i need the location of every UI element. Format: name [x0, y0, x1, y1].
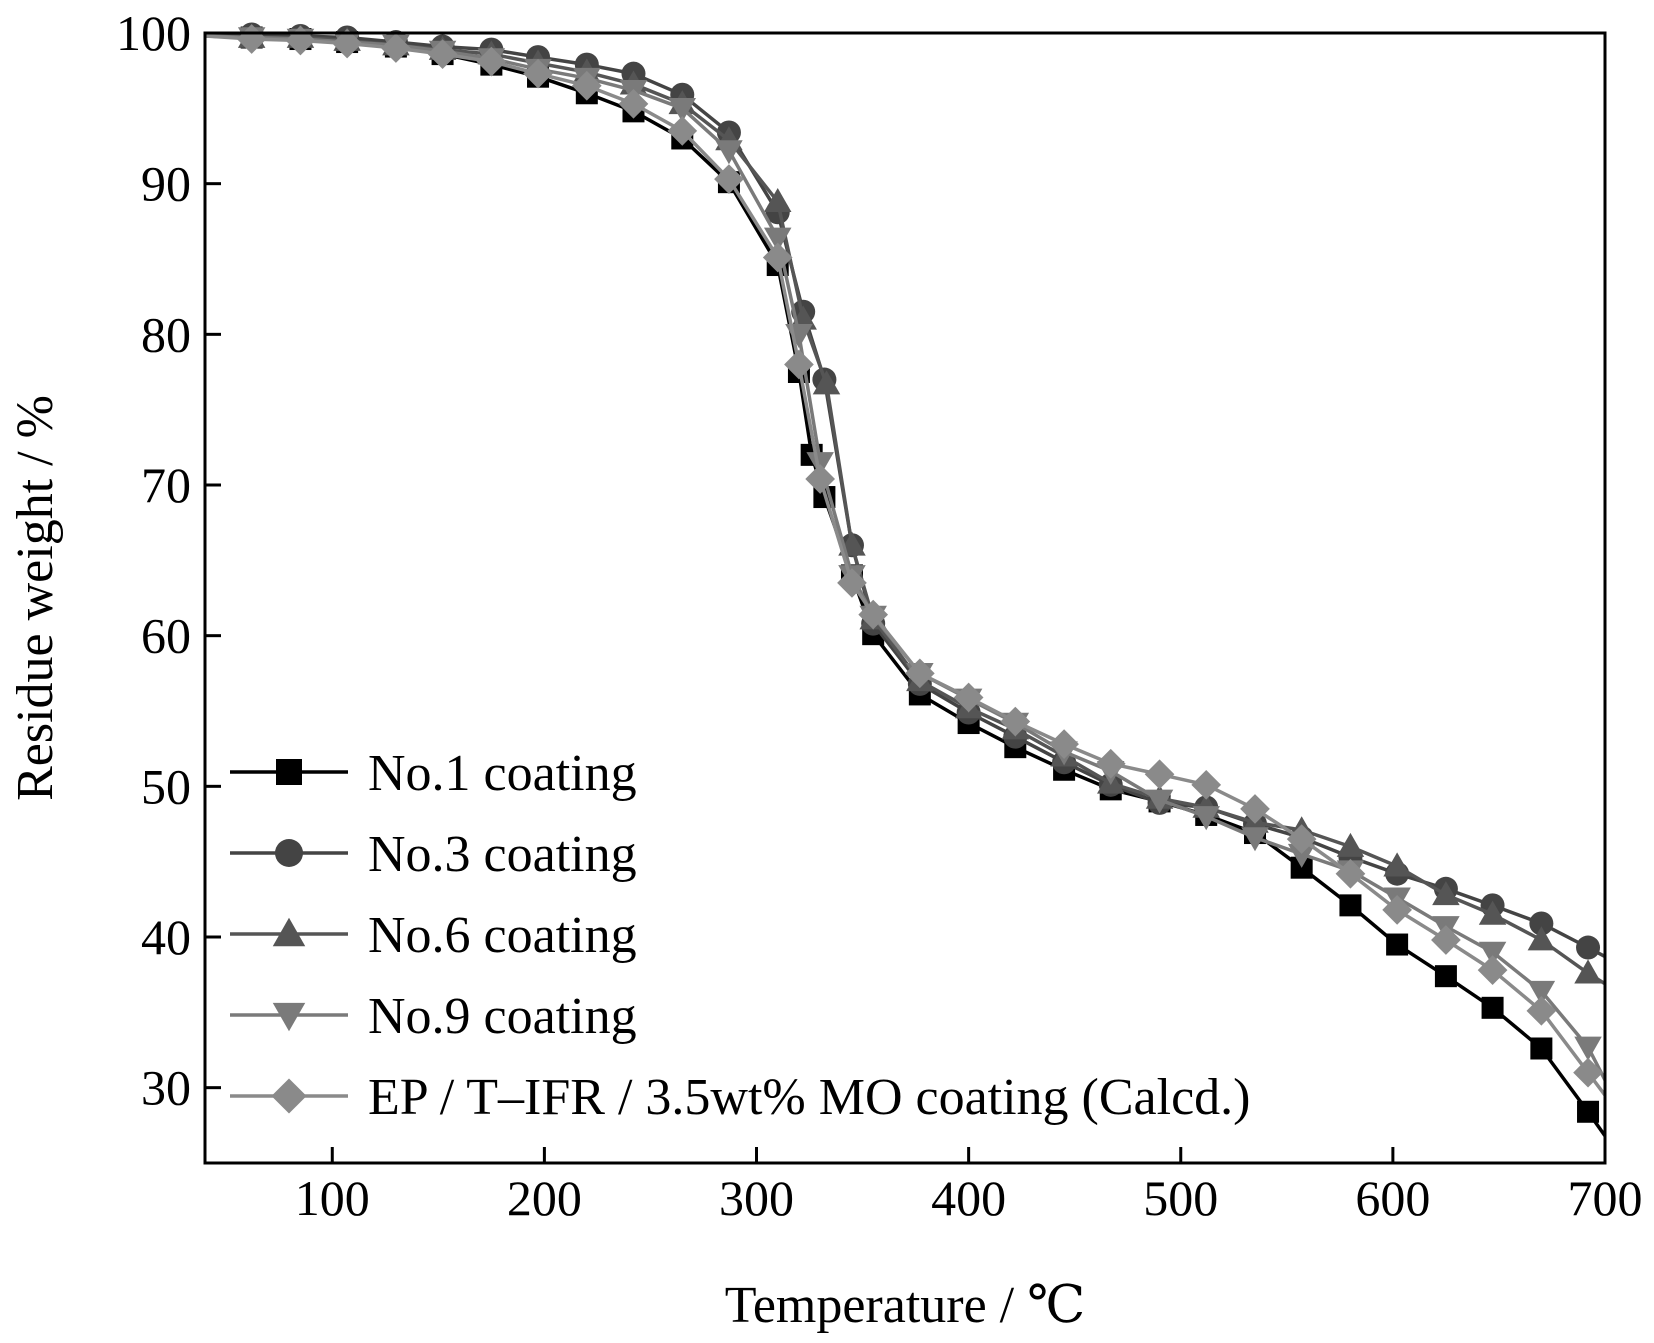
data-point — [1573, 1057, 1603, 1088]
y-tick-label: 30 — [141, 1060, 191, 1116]
data-point — [1478, 900, 1507, 925]
legend-marker — [271, 1078, 307, 1114]
data-point — [1529, 911, 1554, 936]
legend-marker — [275, 839, 303, 867]
x-tick-label: 200 — [507, 1170, 582, 1226]
x-tick-label: 300 — [719, 1170, 794, 1226]
data-point — [1574, 1036, 1602, 1061]
data-point — [1000, 706, 1031, 737]
data-point — [1434, 965, 1457, 988]
data-point — [523, 58, 553, 89]
data-point — [1527, 980, 1556, 1005]
data-point — [1530, 1037, 1553, 1060]
data-point — [1240, 794, 1270, 824]
axis-layer: 100 200 300 400 500 600 700 30 40 50 60 70 80 90 100 — [116, 5, 1643, 1226]
data-point — [1432, 881, 1460, 906]
data-point — [1192, 806, 1220, 831]
data-point — [837, 568, 867, 598]
y-tick-label: 100 — [116, 5, 191, 61]
x-tick-label: 600 — [1355, 1170, 1430, 1226]
data-point — [953, 682, 984, 713]
data-point — [763, 227, 792, 252]
data-point — [618, 88, 649, 119]
data-point — [1577, 1100, 1600, 1123]
data-point — [1526, 995, 1557, 1026]
legend-label: No.3 coating — [368, 826, 637, 883]
data-point — [1576, 935, 1601, 960]
data-point — [1574, 959, 1602, 984]
legend-item: No.1 coating — [230, 745, 637, 802]
series-2 — [205, 22, 1606, 960]
data-point — [715, 140, 743, 165]
data-point — [1478, 941, 1507, 966]
series-line — [204, 34, 1607, 1137]
legend-item: No.6 coating — [230, 907, 637, 964]
x-tick-label: 100 — [295, 1170, 370, 1226]
legend-marker — [272, 917, 306, 947]
data-point — [1431, 925, 1461, 955]
data-point — [667, 116, 698, 146]
legend-label: No.6 coating — [368, 907, 637, 964]
data-point — [1287, 843, 1316, 868]
data-point — [668, 98, 697, 123]
data-point — [1382, 895, 1412, 925]
data-point — [1241, 827, 1269, 852]
data-point — [1144, 759, 1175, 790]
data-point — [763, 187, 792, 213]
y-tick-label: 40 — [141, 909, 191, 965]
data-point — [236, 24, 267, 54]
data-point — [805, 464, 836, 494]
x-axis-label: Temperature / ℃ — [725, 1277, 1086, 1334]
data-point — [858, 599, 889, 630]
data-point — [1145, 789, 1174, 814]
legend-item: EP / T–IFR / 3.5wt% MO coating (Calcd.) — [230, 1069, 1250, 1126]
data-point — [381, 33, 411, 63]
legend-label: No.1 coating — [368, 745, 637, 802]
y-tick-label: 50 — [141, 758, 191, 814]
data-point — [714, 164, 744, 194]
legend-marker — [272, 1002, 306, 1032]
data-point — [904, 658, 935, 689]
data-point — [571, 70, 602, 101]
data-point — [1383, 852, 1411, 877]
data-point — [762, 242, 793, 273]
x-tick-label: 700 — [1568, 1170, 1643, 1226]
data-point — [784, 349, 814, 380]
series-5 — [204, 24, 1607, 1097]
data-point — [332, 28, 362, 59]
data-point — [1095, 748, 1126, 779]
series-1 — [204, 26, 1607, 1137]
legend-label: No.9 coating — [368, 988, 637, 1045]
legend: No.1 coating No.3 coating No.6 coating No.9… — [230, 745, 1250, 1126]
data-point — [1386, 933, 1409, 956]
data-point — [806, 452, 834, 477]
data-point — [1481, 996, 1504, 1019]
legend-label: EP / T–IFR / 3.5wt% MO coating (Calcd.) — [368, 1069, 1250, 1126]
plot-frame — [203, 31, 1607, 1165]
data-point — [1527, 926, 1556, 951]
series-line — [205, 32, 1606, 959]
x-tick-label: 400 — [931, 1170, 1006, 1226]
y-tick-label: 90 — [141, 156, 191, 212]
data-point — [1477, 955, 1508, 985]
series-layer — [204, 22, 1607, 1137]
legend-item: No.3 coating — [230, 826, 637, 883]
data-point — [1191, 769, 1222, 800]
y-axis-label: Residue weight / % — [7, 395, 64, 801]
data-point — [1339, 894, 1362, 917]
data-point — [427, 39, 458, 69]
data-point — [1336, 832, 1365, 857]
data-point — [1049, 729, 1079, 759]
y-tick-label: 80 — [141, 306, 191, 362]
y-tick-label: 70 — [141, 457, 191, 513]
data-point — [812, 370, 841, 395]
data-point — [1286, 824, 1317, 854]
legend-marker — [276, 759, 302, 785]
data-point — [1335, 858, 1366, 889]
y-tick-label: 60 — [141, 608, 191, 664]
legend-item: No.9 coating — [230, 988, 637, 1045]
x-tick-label: 500 — [1143, 1170, 1218, 1226]
data-point — [476, 46, 507, 77]
